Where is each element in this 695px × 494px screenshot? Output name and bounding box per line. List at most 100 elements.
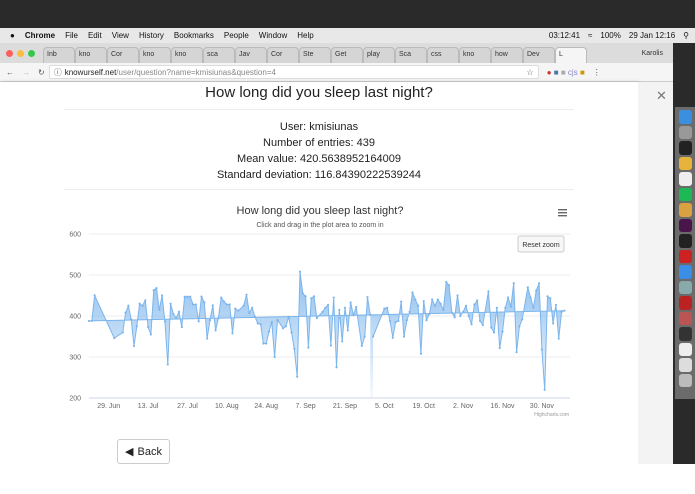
data-point bbox=[383, 307, 386, 310]
browser-tab[interactable]: Cor bbox=[107, 47, 139, 63]
back-button[interactable]: ◀ Back bbox=[117, 439, 170, 464]
url-input[interactable]: ⓘ knowurself.net/user/question?name=kmis… bbox=[48, 65, 539, 79]
dock-app-icon[interactable] bbox=[678, 327, 692, 341]
y-tick-label: 300 bbox=[69, 355, 81, 362]
data-point bbox=[284, 325, 288, 328]
dock-app-icon[interactable] bbox=[678, 218, 692, 232]
minimize-button[interactable] bbox=[17, 49, 24, 57]
apple-icon[interactable]: ● bbox=[10, 31, 15, 40]
menu-file[interactable]: File bbox=[65, 31, 78, 40]
menu-window[interactable]: Window bbox=[258, 31, 288, 40]
x-tick-label: 2. Nov bbox=[453, 403, 474, 410]
reset-zoom-button[interactable]: Reset zoom bbox=[517, 235, 565, 253]
dock-app-icon[interactable] bbox=[678, 141, 692, 155]
data-point bbox=[532, 306, 535, 309]
dock-app-icon[interactable] bbox=[678, 280, 692, 294]
dock-app-icon[interactable] bbox=[678, 172, 692, 186]
series-area bbox=[89, 271, 565, 398]
browser-tab[interactable]: play bbox=[363, 47, 395, 63]
data-point bbox=[422, 300, 425, 303]
menu-people[interactable]: People bbox=[223, 31, 249, 40]
data-point bbox=[177, 310, 181, 313]
close-icon[interactable]: ✕ bbox=[656, 88, 667, 103]
data-point bbox=[225, 303, 228, 306]
tab-strip: Inb kno Cor kno kno sca Jav Cor Ste Get … bbox=[43, 43, 587, 63]
browser-tab[interactable]: Inb bbox=[43, 47, 75, 63]
browser-tab[interactable]: Sca bbox=[395, 47, 427, 63]
browser-tab[interactable]: Dev bbox=[523, 47, 555, 63]
data-point bbox=[363, 335, 366, 338]
browser-tab[interactable]: kno bbox=[171, 47, 203, 63]
data-point bbox=[127, 304, 130, 307]
browser-tab[interactable]: css bbox=[427, 47, 459, 63]
dock-app-icon[interactable] bbox=[678, 187, 692, 201]
browser-tab[interactable]: how bbox=[491, 47, 523, 63]
profile-name[interactable]: Karolis bbox=[641, 49, 663, 57]
info-icon[interactable]: ⓘ bbox=[53, 67, 62, 77]
x-tick-label: 30. Nov bbox=[530, 403, 555, 410]
dock-app-icon[interactable] bbox=[678, 203, 692, 217]
desktop: ● Chrome File Edit View History Bookmark… bbox=[0, 0, 695, 464]
browser-tab-active[interactable]: L bbox=[555, 47, 587, 63]
dock-app-icon[interactable] bbox=[678, 125, 692, 139]
browser-tab[interactable]: Ste bbox=[299, 47, 331, 63]
dock-app-icon[interactable] bbox=[678, 358, 692, 372]
dock-app-icon[interactable] bbox=[678, 311, 692, 325]
menu-edit[interactable]: Edit bbox=[87, 31, 102, 40]
browser-tab[interactable]: Jav bbox=[235, 47, 267, 63]
data-point bbox=[158, 308, 161, 311]
dock-app-icon[interactable] bbox=[678, 373, 692, 387]
menu-history[interactable]: History bbox=[138, 31, 164, 40]
browser-tab[interactable]: kno bbox=[139, 47, 171, 63]
chart-menu-icon[interactable] bbox=[558, 209, 567, 217]
forward-nav-icon[interactable]: → bbox=[22, 67, 30, 77]
data-point bbox=[417, 304, 420, 307]
menu-bar: ● Chrome File Edit View History Bookmark… bbox=[0, 28, 695, 43]
dock-app-icon[interactable] bbox=[678, 249, 692, 263]
wifi-icon[interactable]: ≈ bbox=[588, 31, 593, 40]
data-point bbox=[186, 295, 189, 298]
battery[interactable]: 100% bbox=[600, 31, 621, 40]
data-point bbox=[512, 282, 515, 285]
dock-app-icon[interactable] bbox=[678, 156, 692, 170]
data-point bbox=[290, 331, 293, 334]
reload-icon[interactable]: ↻ bbox=[38, 67, 45, 77]
dock-app-icon[interactable] bbox=[678, 265, 692, 279]
data-point bbox=[481, 323, 484, 327]
extension-icons[interactable]: ● ■ ■ cjs ■ bbox=[546, 67, 585, 77]
dock-app-icon[interactable] bbox=[678, 110, 692, 124]
data-point bbox=[546, 295, 549, 298]
menu-view[interactable]: View bbox=[111, 31, 129, 40]
dock-app-icon[interactable] bbox=[678, 296, 692, 310]
data-point bbox=[217, 316, 220, 320]
app-menu[interactable]: Chrome bbox=[24, 31, 56, 40]
search-icon[interactable]: ⚲ bbox=[683, 31, 689, 40]
date-time[interactable]: 29 Jan 12:16 bbox=[628, 31, 676, 40]
data-point bbox=[169, 302, 172, 305]
data-point bbox=[166, 363, 169, 366]
close-window-button[interactable] bbox=[6, 49, 13, 57]
menu-bookmarks[interactable]: Bookmarks bbox=[173, 31, 214, 40]
data-point bbox=[267, 330, 271, 333]
browser-tab[interactable]: sca bbox=[203, 47, 235, 63]
maximize-button[interactable] bbox=[28, 49, 35, 57]
data-point bbox=[501, 330, 504, 333]
browser-tab[interactable]: Cor bbox=[267, 47, 299, 63]
clock[interactable]: 03:12:41 bbox=[548, 31, 581, 40]
dock-app-icon[interactable] bbox=[678, 342, 692, 356]
data-point bbox=[332, 296, 335, 299]
data-point bbox=[206, 337, 209, 340]
x-tick-label: 10. Aug bbox=[215, 403, 239, 410]
browser-tab[interactable]: kno bbox=[459, 47, 491, 63]
chrome-menu-icon[interactable]: ⋮ bbox=[592, 67, 601, 77]
dock-app-icon[interactable] bbox=[678, 234, 692, 248]
browser-tab[interactable]: kno bbox=[75, 47, 107, 63]
bookmark-star-icon[interactable]: ☆ bbox=[526, 67, 534, 77]
back-nav-icon[interactable]: ← bbox=[6, 67, 14, 77]
sleep-chart[interactable]: How long did you sleep last night? Click… bbox=[60, 198, 580, 420]
browser-tab[interactable]: Get bbox=[331, 47, 363, 63]
data-point bbox=[146, 325, 150, 329]
menu-help[interactable]: Help bbox=[297, 31, 314, 40]
highcharts-credits[interactable]: Highcharts.com bbox=[534, 412, 569, 418]
data-point bbox=[470, 323, 473, 326]
